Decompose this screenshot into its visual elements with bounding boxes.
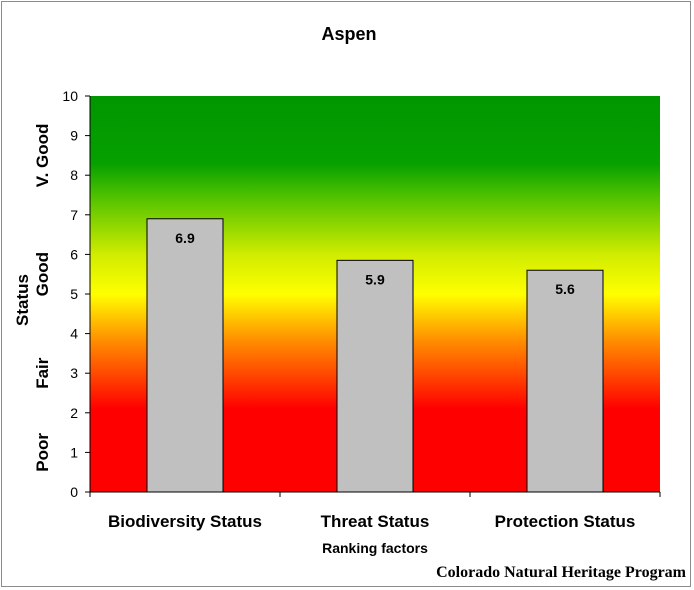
x-axis-title: Ranking factors xyxy=(322,540,428,556)
rating-band-label: V. Good xyxy=(33,124,52,188)
bar-value-label: 6.9 xyxy=(175,230,195,246)
y-tick-label: 8 xyxy=(70,167,78,183)
bar-value-label: 5.9 xyxy=(365,271,385,287)
bar-1 xyxy=(336,259,414,493)
rating-band-label: Poor xyxy=(33,433,52,472)
x-tick-label: Threat Status xyxy=(321,512,430,531)
x-tick-label: Protection Status xyxy=(495,512,636,531)
y-axis-title: Status xyxy=(13,274,32,326)
rating-band-label: Good xyxy=(33,252,52,296)
y-tick-label: 3 xyxy=(70,365,78,381)
y-tick-label: 10 xyxy=(62,88,78,104)
y-tick-label: 4 xyxy=(70,326,78,342)
y-tick-label: 5 xyxy=(70,286,78,302)
y-tick-label: 6 xyxy=(70,246,78,262)
y-tick-label: 7 xyxy=(70,207,78,223)
bar-value-label: 5.6 xyxy=(555,281,575,297)
x-tick-label: Biodiversity Status xyxy=(108,512,262,531)
y-tick-label: 9 xyxy=(70,128,78,144)
chart-title: Aspen xyxy=(321,24,376,44)
y-tick-label: 0 xyxy=(70,484,78,500)
y-tick-label: 1 xyxy=(70,444,78,460)
y-tick-label: 2 xyxy=(70,405,78,421)
bar-2 xyxy=(526,269,604,493)
rating-band-label: Fair xyxy=(33,357,52,389)
bar-0 xyxy=(146,218,224,493)
credit-text: Colorado Natural Heritage Program xyxy=(436,564,686,581)
